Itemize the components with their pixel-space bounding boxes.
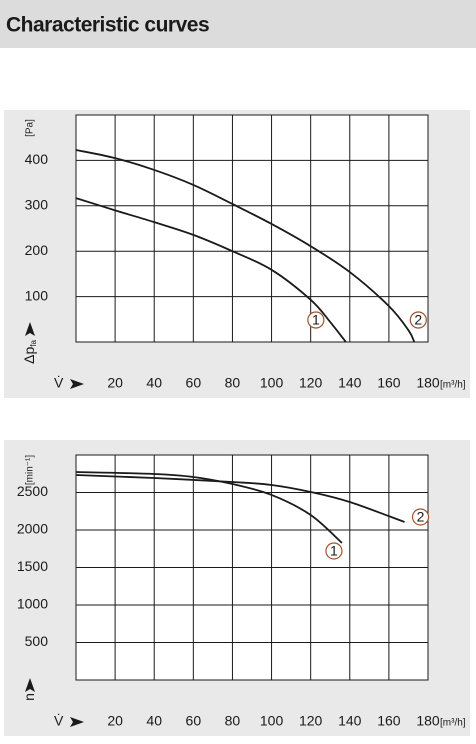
y-tick-label: 300 bbox=[25, 197, 49, 213]
curve-label-circle bbox=[325, 542, 343, 560]
y-tick-label: 100 bbox=[25, 287, 49, 303]
y-tick-label: 400 bbox=[25, 151, 49, 167]
x-arrow bbox=[70, 717, 84, 727]
y-tick-label: 500 bbox=[25, 633, 49, 649]
x-tick-label: 20 bbox=[107, 375, 123, 391]
curve-label: 2 bbox=[417, 509, 425, 525]
curve bbox=[75, 197, 347, 343]
x-tick-label: 180 bbox=[416, 375, 440, 391]
x-tick-label: 80 bbox=[225, 713, 241, 729]
x-tick-label: 140 bbox=[338, 713, 362, 729]
curve-label: 1 bbox=[330, 543, 338, 559]
y-tick-label: 200 bbox=[25, 242, 49, 258]
x-unit: [m³/h] bbox=[440, 718, 466, 729]
curve bbox=[75, 149, 416, 343]
y-symbol-main: Δp bbox=[21, 347, 37, 364]
page-title: Characteristic curves bbox=[6, 14, 209, 37]
y-symbol: n bbox=[21, 693, 37, 701]
x-tick-label: 140 bbox=[338, 375, 362, 391]
y-unit: [Pa] bbox=[25, 119, 36, 137]
x-symbol: V̇ bbox=[54, 713, 64, 729]
y-arrow bbox=[25, 322, 35, 336]
y-symbol-main: n bbox=[21, 693, 37, 701]
x-arrow bbox=[70, 379, 84, 389]
curve-label-circle bbox=[409, 311, 427, 329]
x-tick-label: 100 bbox=[260, 375, 284, 391]
y-tick-label: 1000 bbox=[17, 596, 48, 612]
curve bbox=[75, 474, 405, 523]
x-tick-label: 100 bbox=[260, 713, 284, 729]
curve-label-circle bbox=[307, 311, 325, 329]
x-tick-label: 160 bbox=[377, 713, 401, 729]
y-tick-label: 2500 bbox=[17, 483, 48, 499]
curve-label: 1 bbox=[312, 312, 320, 328]
x-tick-label: 180 bbox=[416, 713, 440, 729]
curve-label: 2 bbox=[414, 312, 422, 328]
x-tick-label: 60 bbox=[186, 713, 202, 729]
y-symbol-sub: fa bbox=[29, 340, 38, 347]
x-tick-label: 40 bbox=[146, 713, 162, 729]
y-symbol: Δpfa bbox=[21, 340, 38, 364]
x-tick-label: 40 bbox=[146, 375, 162, 391]
x-symbol: V̇ bbox=[54, 375, 64, 391]
x-unit: [m³/h] bbox=[440, 380, 466, 391]
header-bar bbox=[0, 0, 476, 48]
x-tick-label: 160 bbox=[377, 375, 401, 391]
y-arrow bbox=[25, 678, 35, 692]
y-unit: [min⁻¹] bbox=[25, 455, 36, 486]
x-tick-label: 20 bbox=[107, 713, 123, 729]
x-tick-label: 80 bbox=[225, 375, 241, 391]
x-tick-label: 120 bbox=[299, 713, 323, 729]
x-tick-label: 60 bbox=[186, 375, 202, 391]
plot-area bbox=[75, 114, 429, 343]
curve bbox=[75, 471, 343, 544]
curve-label-circle bbox=[411, 508, 430, 526]
x-tick-label: 120 bbox=[299, 375, 323, 391]
y-tick-label: 2000 bbox=[17, 521, 48, 537]
y-tick-label: 1500 bbox=[17, 558, 48, 574]
